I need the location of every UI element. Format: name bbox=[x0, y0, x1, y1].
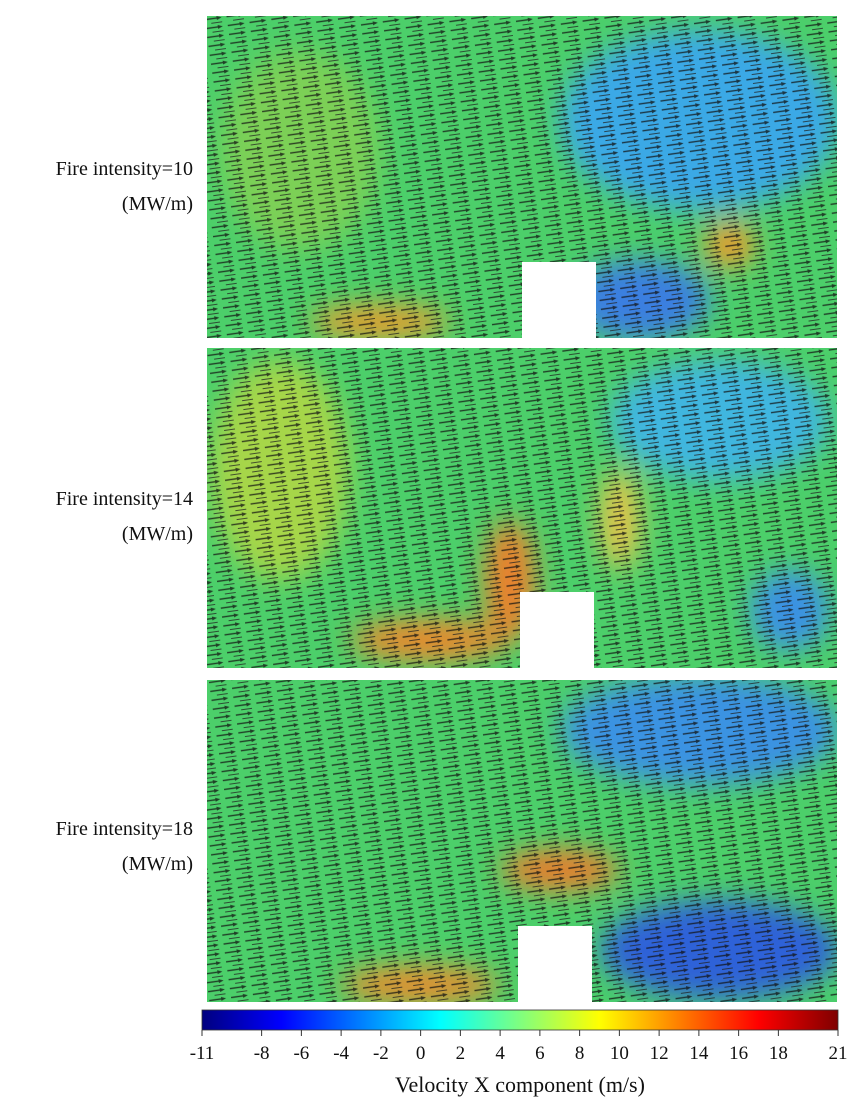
tick-label: 4 bbox=[495, 1043, 505, 1064]
tick-label: -8 bbox=[254, 1043, 270, 1064]
tick-label: 2 bbox=[456, 1043, 466, 1064]
panel-label: Fire intensity=14 bbox=[56, 488, 193, 510]
tick-label: -4 bbox=[333, 1043, 349, 1064]
tick-label: -11 bbox=[190, 1043, 215, 1064]
tick-label: 6 bbox=[535, 1043, 545, 1064]
tick-label: -2 bbox=[373, 1043, 389, 1064]
colorbar bbox=[202, 1010, 838, 1030]
figure: Fire intensity=10 (MW/m) Fire intensity=… bbox=[0, 0, 851, 1111]
panel-unit: (MW/m) bbox=[122, 523, 193, 545]
panel-label: Fire intensity=18 bbox=[56, 818, 193, 840]
contour-panel bbox=[207, 675, 840, 1006]
tick-label: 16 bbox=[729, 1043, 748, 1064]
tick-label: 0 bbox=[416, 1043, 426, 1064]
colorbar-title: Velocity X component (m/s) bbox=[395, 1072, 645, 1097]
tick-label: -6 bbox=[293, 1043, 309, 1064]
tick-label: 12 bbox=[650, 1043, 669, 1064]
contour-panel bbox=[207, 16, 840, 342]
tick-label: 18 bbox=[769, 1043, 788, 1064]
panel-unit: (MW/m) bbox=[122, 193, 193, 215]
tick-label: 8 bbox=[575, 1043, 585, 1064]
panel-unit: (MW/m) bbox=[122, 853, 193, 875]
panel-label: Fire intensity=10 bbox=[56, 158, 193, 180]
tick-label: 14 bbox=[689, 1043, 709, 1064]
tick-label: 21 bbox=[829, 1043, 848, 1064]
contour-panel bbox=[207, 348, 837, 672]
tick-label: 10 bbox=[610, 1043, 629, 1064]
